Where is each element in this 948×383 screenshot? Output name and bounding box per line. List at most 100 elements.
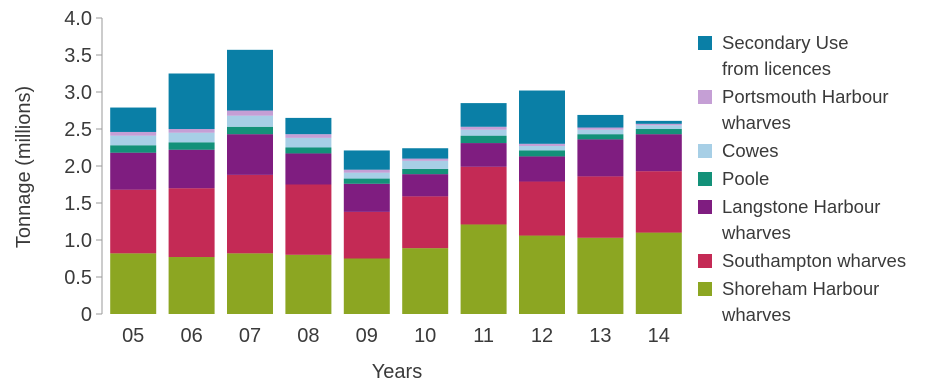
bar-segment [227,126,273,135]
bar-segment [519,181,565,236]
bar-segment [577,127,624,130]
bar-segment [519,156,565,182]
legend-label: Langstone Harbour wharves [722,196,881,243]
legend-item: Shoreham Harbour wharves [696,276,946,328]
bar-segment [343,178,390,184]
x-tick-label: 12 [531,325,553,347]
legend: Secondary Use from licences Portsmouth Ha… [696,30,946,330]
bar-segment [402,174,449,197]
bar-segment [110,131,157,136]
bar-segment [168,142,215,150]
bar-segment [343,172,390,179]
bar-segment [577,176,624,238]
x-tick-label: 11 [473,325,494,347]
y-tick-label: 2.5 [64,119,92,141]
bar-segment [227,134,273,175]
bar-segment [168,188,215,258]
bar-segment [635,125,682,129]
bar-segment [343,183,390,212]
y-tick-label: 3.0 [64,82,92,104]
bar-segment [227,49,273,111]
y-tick-label: 0.5 [64,267,92,289]
bar-segment [285,117,332,135]
legend-item: Langstone Harbour wharves [696,194,946,246]
bar-segment [519,146,565,151]
legend-item: Southampton wharves [696,248,946,274]
bar-segment [460,135,507,144]
bar-segment [577,237,624,314]
bar-segment [343,258,390,314]
bar-segment [577,129,624,135]
y-tick-label: 1.0 [64,230,92,252]
bar-segment [519,150,565,157]
x-tick-label: 13 [589,325,611,347]
bar-segment [402,248,449,314]
bar-segment [110,152,157,190]
bar-segment [460,103,507,127]
y-tick-label: 2.0 [64,156,92,178]
bar-segment [227,174,273,254]
bar-segment [168,73,215,129]
bar-segment [110,189,157,254]
legend-item: Cowes [696,138,946,164]
bar-segment [460,126,507,130]
bar-segment [402,196,449,249]
bar-segment [460,129,507,136]
legend-label: Southampton wharves [722,250,907,271]
legend-swatch [698,144,712,158]
bar-segment [519,143,565,147]
bar-segment [577,139,624,177]
bar-segment [168,129,215,133]
bar-segment [168,149,215,189]
bar-segment [460,166,507,225]
x-tick-label: 14 [648,325,670,347]
legend-swatch [698,200,712,214]
bar-segment [110,145,157,153]
bar-segment [227,110,273,116]
bar-segment [460,143,507,167]
bar-segment [519,235,565,314]
bar-segment [635,129,682,135]
x-axis: 05 06 07 08 09 10 11 12 13 14 [122,325,670,347]
bar-segment [635,123,682,126]
bar-segment [577,134,624,140]
y-axis: 0 0.5 1.0 1.5 2.0 2.5 3.0 3.5 4.0 [64,8,103,326]
legend-label: Secondary Use from licences [722,32,849,79]
bar-segment [577,114,624,128]
bar-segment [402,148,449,159]
y-axis-title: Tonnage (millions) [13,86,35,248]
legend-swatch [698,282,712,296]
bar-segment [285,184,332,255]
bar-segment [285,254,332,314]
x-tick-label: 05 [122,325,144,347]
bar-segment [343,169,390,173]
legend-label: Cowes [722,140,779,161]
bar-segment [110,253,157,314]
bar-segment [110,135,157,146]
bar-segment [285,137,332,148]
bar-segment [519,90,565,144]
legend-item: Portsmouth Harbour wharves [696,84,946,136]
bars [110,49,682,314]
legend-swatch [698,254,712,268]
x-tick-label: 10 [414,325,436,347]
bar-segment [635,171,682,233]
legend-item: Secondary Use from licences [696,30,946,82]
legend-label: Shoreham Harbour wharves [722,278,880,325]
bar-segment [285,134,332,138]
x-tick-label: 09 [356,325,378,347]
bar-segment [343,150,390,170]
y-tick-label: 3.5 [64,45,92,67]
x-axis-title: Years [372,361,422,383]
y-tick-label: 4.0 [64,8,92,30]
bar-segment [110,107,157,132]
y-tick-label: 0 [81,304,92,326]
legend-item: Poole [696,166,946,192]
legend-label: Poole [722,168,770,189]
legend-swatch [698,90,712,104]
x-tick-label: 06 [180,325,202,347]
bar-segment [343,211,390,259]
bar-segment [227,115,273,127]
bar-segment [402,158,449,161]
